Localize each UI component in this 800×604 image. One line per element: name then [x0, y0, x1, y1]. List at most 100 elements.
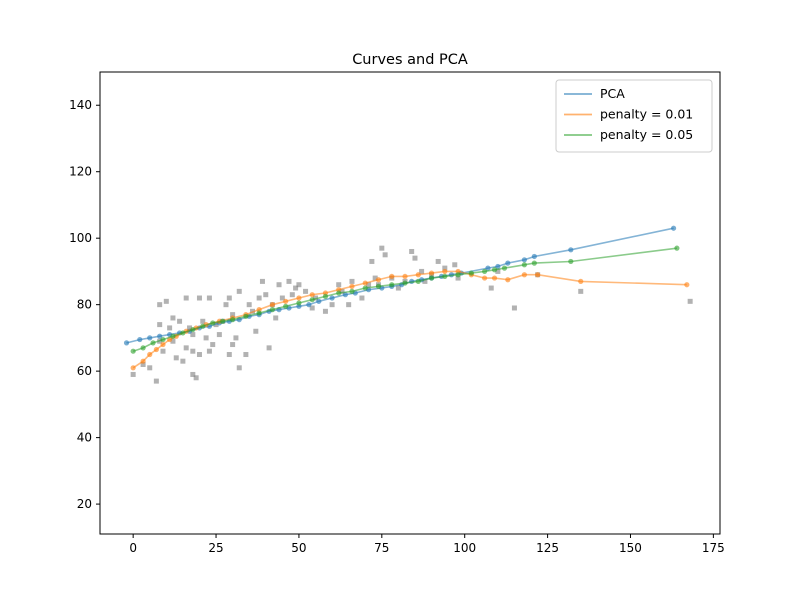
series-point [442, 268, 448, 275]
scatter-point [160, 348, 166, 354]
scatter-point [309, 305, 315, 311]
scatter-point [339, 288, 345, 294]
scatter-point [170, 315, 176, 321]
series-point [402, 273, 408, 280]
series-point [342, 292, 348, 298]
scatter-point [147, 365, 153, 371]
series-point [568, 258, 574, 265]
series-point [521, 272, 527, 278]
scatter-point [313, 295, 319, 301]
scatter-point [183, 345, 189, 351]
scatter-point [296, 282, 302, 288]
scatter-point [286, 278, 292, 284]
series-point [150, 340, 156, 346]
scatter-point [163, 298, 169, 304]
series-point [674, 245, 680, 251]
y-tick-label: 100 [69, 231, 92, 245]
series-point [322, 293, 329, 299]
scatter-point [206, 348, 212, 354]
series-point [670, 225, 677, 231]
series-point [230, 317, 236, 323]
chart-title: Curves and PCA [352, 52, 468, 68]
series-point [140, 345, 146, 351]
series-point [501, 265, 508, 271]
scatter-point [289, 292, 295, 298]
plot-area [123, 225, 693, 384]
scatter-point [346, 302, 352, 308]
scatter-point [253, 328, 259, 334]
scatter-point [167, 325, 173, 331]
scatter-point [187, 325, 193, 331]
series-point [269, 307, 276, 313]
scatter-point [130, 371, 136, 377]
series-point [495, 263, 501, 270]
series-point [455, 272, 461, 278]
scatter-point [226, 295, 232, 301]
series-point [485, 265, 491, 271]
series-point [316, 298, 322, 304]
series-point [375, 283, 382, 289]
scatter-point [359, 295, 365, 301]
series-point [491, 275, 498, 281]
scatter-point [177, 318, 183, 324]
scatter-point [203, 335, 209, 341]
x-tick-label: 150 [619, 541, 642, 555]
legend-label: penalty = 0.01 [600, 107, 693, 122]
scatter-point [153, 378, 159, 384]
series-point [147, 335, 153, 341]
scatter-point [293, 285, 299, 291]
series-point [389, 282, 395, 288]
scatter-point [488, 285, 494, 291]
scatter-point [435, 258, 441, 264]
scatter-point [226, 352, 232, 358]
scatter-point [379, 245, 385, 251]
scatter-point [190, 371, 196, 377]
series-point [531, 260, 537, 266]
scatter-point [183, 295, 189, 301]
series-point [180, 330, 186, 336]
series-point [160, 336, 166, 343]
scatter-point [578, 288, 584, 294]
series-point [329, 295, 335, 301]
x-tick-label: 75 [374, 541, 389, 555]
series-point [123, 340, 130, 346]
series-point [362, 280, 368, 286]
series-point [468, 270, 474, 276]
scatter-point [223, 302, 229, 308]
scatter-point [193, 375, 199, 381]
series-point [190, 326, 196, 333]
series-point [157, 333, 163, 339]
scatter-point [140, 361, 146, 367]
scatter-point [230, 342, 236, 348]
x-tick-label: 25 [208, 541, 223, 555]
series-point [153, 346, 159, 353]
series-point [521, 262, 527, 268]
series-point [362, 285, 368, 291]
series-point [336, 290, 342, 296]
series-point [147, 351, 153, 358]
scatter-point [372, 275, 378, 281]
series-point [505, 277, 511, 283]
legend-box [555, 79, 713, 153]
scatter-point [422, 278, 428, 284]
scatter-point [170, 338, 176, 344]
scatter-point [210, 342, 216, 348]
scatter-point [419, 268, 425, 274]
scatter-point [336, 282, 342, 288]
scatter-point [442, 265, 448, 271]
x-tick-label: 0 [129, 541, 137, 555]
scatter-point [409, 248, 415, 254]
series-point [170, 333, 176, 339]
series-point [428, 275, 435, 281]
series-point [684, 282, 690, 288]
series-point [481, 275, 488, 281]
plot-frame [99, 71, 721, 535]
scatter-point [190, 332, 196, 338]
series-point [531, 253, 537, 260]
series-point [578, 278, 584, 284]
scatter-point [196, 295, 202, 301]
series-point [505, 260, 511, 266]
scatter-point [233, 335, 239, 341]
series-point [521, 257, 527, 263]
scatter-point [243, 352, 249, 358]
